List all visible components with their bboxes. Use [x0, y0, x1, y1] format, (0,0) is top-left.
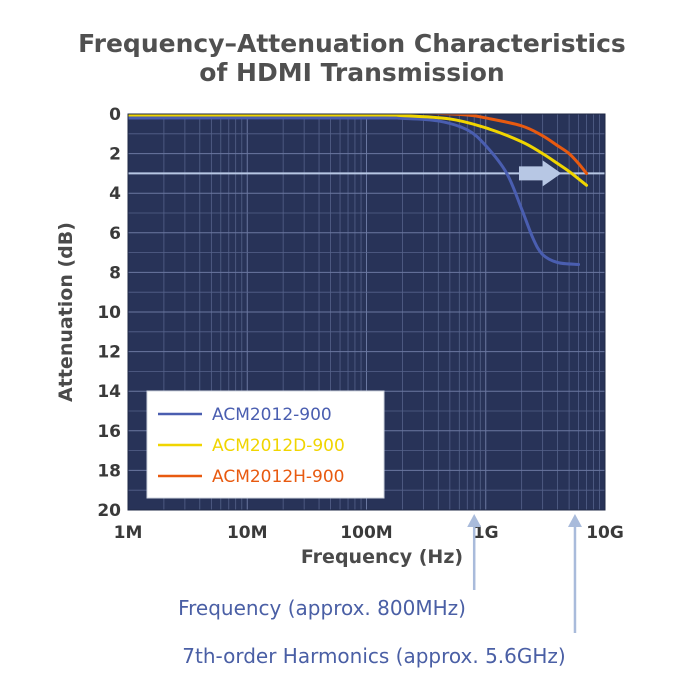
- y-tick-label: 2: [109, 145, 121, 165]
- y-axis-label: Attenuation (dB): [55, 222, 77, 402]
- y-tick-label: 10: [97, 303, 121, 323]
- annotation-label: Frequency (approx. 800MHz): [178, 596, 466, 620]
- direction-arrow: [518, 160, 562, 187]
- x-tick-label: 100M: [340, 523, 392, 543]
- legend-label-acm2012d-900: ACM2012D-900: [212, 436, 345, 456]
- series-line-acm2012d-900: [128, 114, 589, 187]
- y-tick-label: 16: [97, 422, 121, 442]
- y-tick-label: 0: [109, 105, 121, 125]
- y-tick-label: 12: [97, 343, 121, 363]
- x-tick-label: 1G: [473, 523, 499, 543]
- reference-line-group: [128, 160, 605, 187]
- y-tick-label: 6: [109, 224, 121, 244]
- chart-title-line-2: of HDMI Transmission: [199, 58, 504, 87]
- y-tick-label: 4: [109, 184, 121, 204]
- annotation-arrow-head: [467, 514, 482, 527]
- y-tick-label: 8: [109, 263, 121, 283]
- chart-title-line-1: Frequency–Attenuation Characteristics: [78, 29, 626, 58]
- annotations: Frequency (approx. 800MHz) 7th-order Harm…: [178, 514, 582, 668]
- series-group: [128, 114, 589, 266]
- x-axis-ticks: 1M 10M 100M 1G 10G: [114, 523, 624, 543]
- series-line-acm2012h-900: [128, 114, 589, 175]
- x-tick-label: 10G: [586, 523, 624, 543]
- y-tick-label: 14: [97, 382, 121, 402]
- legend-label-acm2012h-900: ACM2012H-900: [212, 467, 345, 487]
- y-tick-label: 20: [97, 501, 121, 521]
- y-tick-label: 18: [97, 461, 121, 481]
- y-axis-ticks: 0 2 4 6 8 10 12 14 16 18 20: [97, 105, 121, 521]
- annotation-label: 7th-order Harmonics (approx. 5.6GHz): [182, 644, 565, 668]
- series-line-acm2012-900: [128, 116, 581, 266]
- legend-label-acm2012-900: ACM2012-900: [212, 405, 332, 425]
- plot-border: [127, 113, 606, 511]
- x-axis-label: Frequency (Hz): [301, 546, 463, 568]
- legend: ACM2012-900 ACM2012D-900 ACM2012H-900: [146, 390, 385, 499]
- x-tick-label: 1M: [114, 523, 143, 543]
- annotation-arrow-head: [567, 514, 582, 527]
- x-tick-label: 10M: [227, 523, 268, 543]
